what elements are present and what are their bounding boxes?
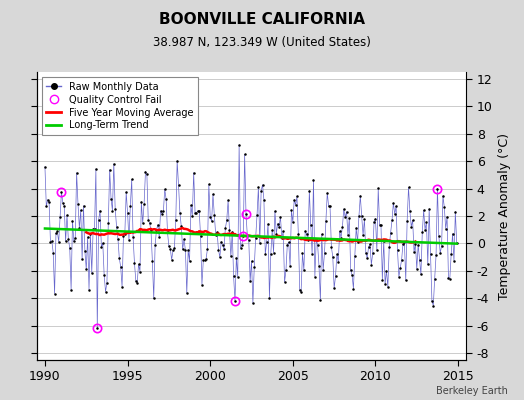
Legend: Raw Monthly Data, Quality Control Fail, Five Year Moving Average, Long-Term Tren: Raw Monthly Data, Quality Control Fail, … <box>41 77 198 135</box>
Text: Berkeley Earth: Berkeley Earth <box>436 386 508 396</box>
Text: BOONVILLE CALIFORNIA: BOONVILLE CALIFORNIA <box>159 12 365 27</box>
Y-axis label: Temperature Anomaly (°C): Temperature Anomaly (°C) <box>498 132 511 300</box>
Text: 38.987 N, 123.349 W (United States): 38.987 N, 123.349 W (United States) <box>153 36 371 49</box>
